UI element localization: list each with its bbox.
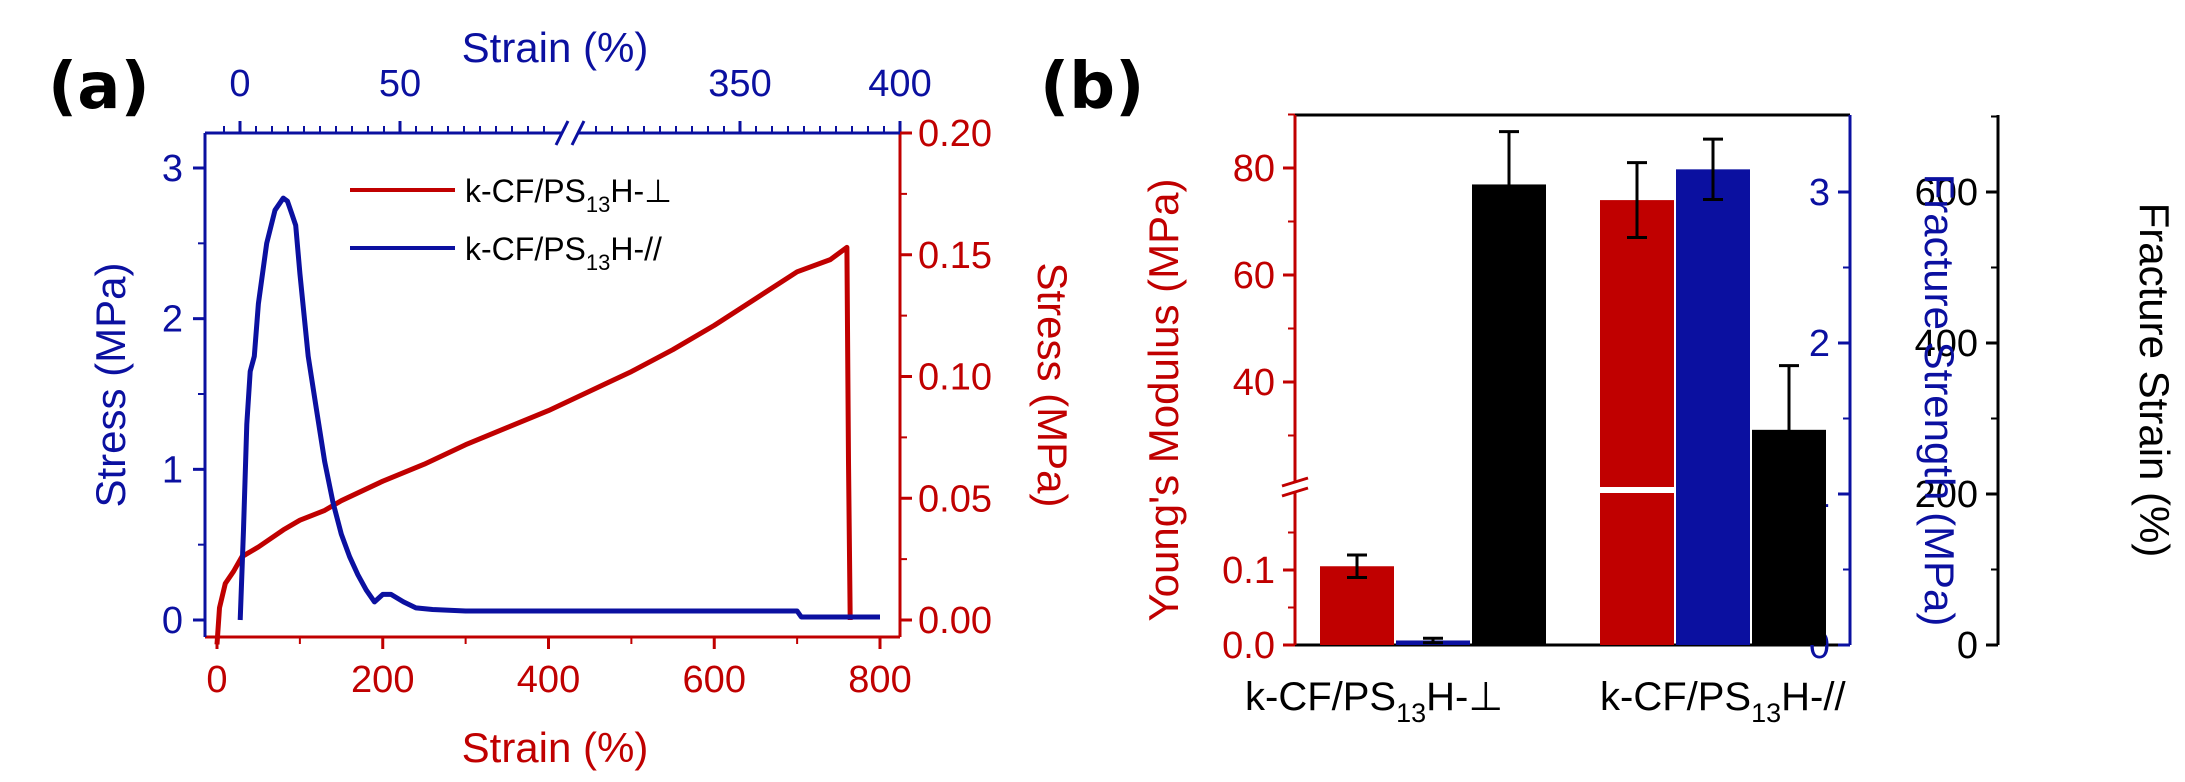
legend-label-perpendicular-main: k-CF/PS [465, 173, 586, 209]
category-label-parallel-sub: 13 [1751, 698, 1781, 728]
category-label-parallel-end: H-// [1781, 675, 1846, 719]
panel-a-ytick-left-label: 1 [162, 449, 183, 491]
panel-b-right-ylabel: Fracture Strain (%) [2131, 203, 2178, 558]
panel-a-ytick-right-label: 0.20 [918, 113, 992, 155]
panel-a-xtick-label: 600 [683, 659, 746, 701]
panel-a-bottom-xlabel: Strain (%) [462, 724, 649, 771]
panel-a-ytick-right-label: 0.15 [918, 235, 992, 277]
panel-b-label: (b) [1040, 50, 1144, 124]
panel-b-ytick-left-label: 60 [1233, 255, 1275, 297]
panel-a-legend: k-CF/PS13H-⊥ k-CF/PS13H-// [350, 173, 672, 275]
bar-fracture-strength [1676, 169, 1750, 645]
legend-label-perpendicular: k-CF/PS13H-⊥ [465, 173, 672, 217]
legend-label-parallel-end: H-// [610, 231, 662, 267]
panel-a-ytick-right-label: 0.10 [918, 357, 992, 399]
bar-fracture-strain [1472, 184, 1546, 645]
panel-b-ytick-right-label: 600 [1915, 172, 1978, 214]
panel-a-xtick-label: 200 [351, 659, 414, 701]
category-label-perpendicular-sub: 13 [1396, 698, 1426, 728]
panel-a-ytick-right-label: 0.05 [918, 478, 992, 520]
panel-a-chart: 0 200 400 600 800 0 50 350 400 0 1 2 3 0.00 0.05 0.10 0.… [87, 24, 1076, 771]
panel-b-ytick-mid-label: 3 [1809, 172, 1830, 214]
panel-b-ytick-left-label: 0.1 [1222, 550, 1275, 592]
panel-a-x2tick-label: 50 [379, 63, 421, 105]
category-label-parallel: k-CF/PS13H-// [1600, 675, 1846, 728]
panel-a-top-axis-break-2 [570, 120, 586, 146]
panel-a-top-xlabel: Strain (%) [462, 24, 649, 71]
series-line-parallel [237, 195, 880, 621]
panel-a-ytick-left-label: 2 [162, 299, 183, 341]
panel-a-x2tick-label: 0 [229, 63, 250, 105]
category-label-parallel-main: k-CF/PS [1600, 675, 1751, 719]
panel-b-left-axis-break-1 [1281, 476, 1309, 488]
panel-b-mid-ylabel: Fracture Strength (MPa) [1916, 174, 1963, 627]
bar-axis-break-mark [1600, 487, 1674, 493]
panel-b-ytick-right-label: 0 [1957, 625, 1978, 667]
category-label-perpendicular: k-CF/PS13H-⊥ [1245, 675, 1503, 728]
bar-youngs-modulus [1600, 200, 1674, 645]
legend-label-parallel: k-CF/PS13H-// [465, 231, 662, 275]
panel-a-ytick-right-label: 0.00 [918, 600, 992, 642]
panel-b-ytick-mid-label: 2 [1809, 323, 1830, 365]
legend-label-parallel-main: k-CF/PS [465, 231, 586, 267]
panel-b-ytick-right-label: 200 [1915, 474, 1978, 516]
panel-b-ytick-left-label: 40 [1233, 362, 1275, 404]
panel-a-x2tick-label: 350 [708, 63, 771, 105]
panel-a-ytick-left-label: 3 [162, 148, 183, 190]
panel-b-chart: 0.00.140608001230200400600 Young's Modul… [1140, 113, 2178, 728]
legend-label-perpendicular-end: H-⊥ [610, 173, 672, 209]
panel-a-x2tick-label: 400 [868, 63, 931, 105]
panel-a-top-axis-break-1 [554, 120, 570, 146]
panel-b-ytick-left-label: 0.0 [1222, 625, 1275, 667]
category-label-perpendicular-end: H-⊥ [1426, 675, 1503, 719]
panel-a-xtick-label: 0 [206, 659, 227, 701]
panel-b-left-ylabel: Young's Modulus (MPa) [1140, 178, 1187, 621]
bar-youngs-modulus [1320, 566, 1394, 645]
panel-b-ytick-right-label: 400 [1915, 323, 1978, 365]
panel-a-label: (a) [48, 50, 150, 124]
panel-b-ytick-left-label: 80 [1233, 148, 1275, 190]
panel-a-xtick-label: 800 [848, 659, 911, 701]
panel-b-left-axis-break-2 [1281, 486, 1309, 498]
panel-a-right-ylabel: Stress (MPa) [1029, 262, 1076, 507]
category-label-perpendicular-main: k-CF/PS [1245, 675, 1396, 719]
legend-label-parallel-sub: 13 [586, 250, 610, 275]
panel-a-xtick-label: 400 [517, 659, 580, 701]
panel-a-left-ylabel: Stress (MPa) [87, 262, 134, 507]
legend-label-perpendicular-sub: 13 [586, 192, 610, 217]
series-line-perpendicular [214, 244, 853, 645]
panel-a-ytick-left-label: 0 [162, 600, 183, 642]
